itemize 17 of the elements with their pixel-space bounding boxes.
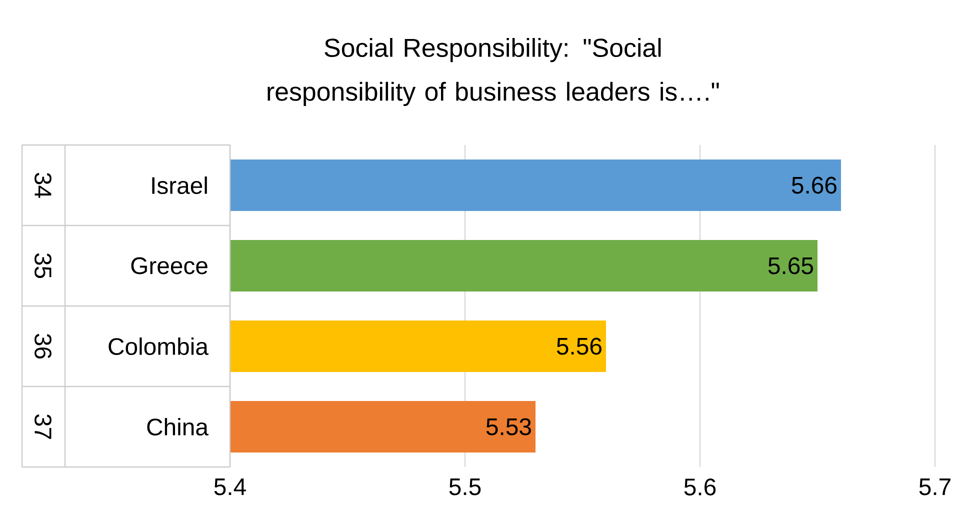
y-tick-label: Colombia <box>108 337 208 356</box>
text: 34 <box>34 172 52 198</box>
text: 36 <box>34 334 52 358</box>
text: 35 <box>34 253 52 278</box>
data-label: 5.66 <box>792 176 836 194</box>
data-label: 5.65 <box>768 257 813 274</box>
chart-title: Social Responsibility: "Social responsibility of business leaders is…." <box>268 38 719 106</box>
x-tick-label: 5.7 <box>919 478 950 496</box>
y-tick-label: Israel <box>152 176 207 194</box>
data-label: 5.53 <box>486 418 531 436</box>
y-tick-label: Greece <box>131 257 208 274</box>
x-tick-label: 5.6 <box>684 478 716 496</box>
x-tick-label: 5.5 <box>449 478 481 496</box>
x-tick-label: 5.4 <box>214 478 246 496</box>
text: 37 <box>34 414 52 439</box>
y-tick-label: China <box>147 418 208 436</box>
data-label: 5.56 <box>556 338 602 355</box>
